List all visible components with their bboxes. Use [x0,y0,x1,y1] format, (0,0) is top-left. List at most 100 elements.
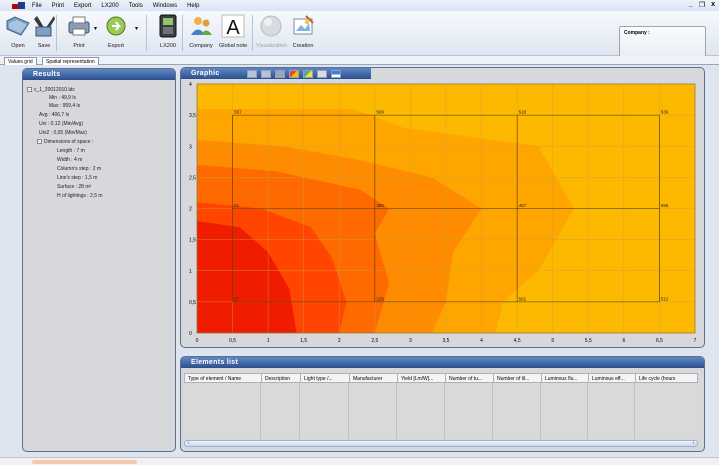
lx200-label: LX200 [160,43,176,49]
dim-line-step: Line's step : 1,5 m [57,175,98,181]
visualization-button: Visualization [256,13,287,49]
scroll-left-icon[interactable]: ‹ [187,440,190,446]
measure-point-label: 501 [519,296,527,301]
x-tick-label: 3,5 [443,338,450,344]
x-tick-label: 4,5 [514,338,521,344]
collapse-icon[interactable]: − [37,139,42,144]
measure-point-label: 539 [661,110,669,115]
y-tick-label: 1,5 [189,238,196,244]
y-tick-label: 0 [189,331,192,337]
printer-icon [66,13,92,39]
menu-tools[interactable]: Tools [128,2,143,9]
company-info-label: Company : [624,30,650,36]
stat-min: Min : 49,9 lx [49,95,76,101]
menu-windows[interactable]: Windows [152,2,178,9]
tool-grid-icon[interactable] [261,70,271,78]
horizontal-scrollbar[interactable]: ‹ › [184,440,698,447]
x-tick-label: 0 [196,338,199,344]
menu-print[interactable]: Print [51,2,65,9]
export-label: Export [108,43,124,49]
save-label: Save [37,43,51,49]
col-luminous-efficacy[interactable]: Luminous eff... [589,374,636,384]
save-icon [31,13,57,39]
tree-file-node[interactable]: − c_1_20012010.ldc [27,87,75,93]
tree-dimensions-node[interactable]: − Dimensions of space : [37,139,93,145]
col-description[interactable]: Description [262,374,301,384]
print-label: Print [73,43,85,49]
minimize-button[interactable]: _ [688,1,693,8]
x-tick-label: 0,5 [229,338,236,344]
measure-point-label: 61 [234,203,240,208]
people-icon [188,13,214,39]
open-button[interactable]: Open [5,13,31,49]
tool-legend-icon[interactable] [331,70,341,78]
col-luminous-flux[interactable]: Luminous flu... [542,374,589,384]
col-yield[interactable]: Yield [Lm/W]... [398,374,446,384]
measure-point-label: 457 [519,203,527,208]
export-arrow-icon [103,13,129,39]
lx200-device-icon [155,13,181,39]
menu-file[interactable]: File [32,2,42,9]
tab-values-grid[interactable]: Values grid [4,57,37,65]
svg-text:A: A [226,17,240,39]
print-dropdown-icon[interactable]: ▾ [94,26,98,32]
tree-file-label: c_1_20012010.ldc [34,87,75,93]
measure-point-label: 509 [376,110,384,115]
scroll-right-icon[interactable]: › [692,440,695,446]
restore-button[interactable]: ❐ [698,2,706,9]
illuminance-heatmap: 0 0,5 1 1,5 2 2,5 3 3,5 4 4,5 5 5,5 6 6,5 7 0 0,5 1 1,5 2 2,… [189,82,697,344]
x-tick-label: 1,5 [300,338,307,344]
measure-point-label: 556 [661,203,669,208]
app-logo-icon [12,1,26,10]
tool-select-icon[interactable] [247,70,257,78]
menu-export[interactable]: Export [74,2,92,9]
globe-icon [258,13,284,39]
menu-lx200[interactable]: LX200 [101,2,119,9]
company-button[interactable]: Company [188,13,214,49]
measure-point-label: 512 [661,296,669,301]
stat-uni2: Uni2 : 0,05 (Min/Max) [39,130,87,136]
visualization-label: Visualization [256,43,287,49]
tool-pattern-icon[interactable] [275,70,285,78]
col-light-type[interactable]: Light type /... [301,374,350,384]
collapse-icon[interactable]: − [27,87,32,92]
tool-gradient-icon[interactable] [303,70,313,78]
measure-point-label: 518 [519,110,527,115]
x-tick-label: 5 [551,338,554,344]
col-manufacturer[interactable]: Manufacturer [350,374,398,384]
x-tick-label: 4 [480,338,483,344]
dim-surface: Surface : 28 m² [57,184,92,190]
export-button[interactable]: Export [103,13,129,49]
results-title: Results [23,69,175,80]
export-dropdown-icon[interactable]: ▾ [135,26,139,32]
global-note-button[interactable]: A Global note [219,13,247,49]
col-life-cycle[interactable]: Life cycle (hours [639,376,676,382]
elements-title: Elements list [181,357,704,368]
tab-spatial-representation[interactable]: Spatial representation [42,57,99,65]
measure-point-label: 557 [234,110,242,115]
elements-table-header: Type of element / Name Description Light… [184,373,698,384]
dim-lighting-height: H of lightings : 2,5 m [57,193,103,199]
x-tick-label: 5,5 [585,338,592,344]
status-progress [32,460,137,464]
lx200-button[interactable]: LX200 [155,13,181,49]
col-number-lights[interactable]: Number of lil... [494,374,542,384]
dim-width: Width : 4 m [57,157,83,163]
y-tick-label: 2,5 [189,175,196,181]
tool-color-map-icon[interactable] [289,70,299,78]
illuminance-band-5 [197,220,297,333]
elements-table-body [184,383,698,439]
tool-gridlines-icon[interactable] [317,70,327,78]
creation-button[interactable]: Creation [290,13,316,49]
status-bar [0,457,719,465]
save-button[interactable]: Save [31,13,57,49]
y-tick-label: 0,5 [189,300,196,306]
col-type-name[interactable]: Type of element / Name [185,374,262,384]
menu-help[interactable]: Help [187,2,200,9]
close-button[interactable]: x [711,1,715,8]
col-number-tubes[interactable]: Number of tu... [446,374,494,384]
open-folder-icon [5,13,31,39]
print-button[interactable]: Print [66,13,92,49]
letter-a-icon: A [220,13,246,39]
illuminance-chart: 0 0,5 1 1,5 2 2,5 3 3,5 4 4,5 5 5,5 6 6,5 7 0 0,5 1 1,5 2 2,… [189,81,701,346]
